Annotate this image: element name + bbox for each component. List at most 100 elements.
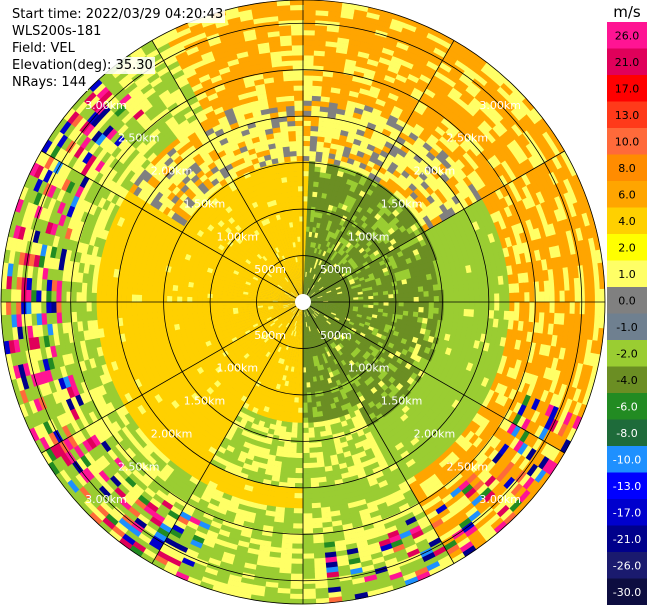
- ppi-cell: [445, 128, 457, 140]
- ppi-cell: [358, 255, 366, 262]
- ppi-cell: [371, 107, 383, 117]
- ppi-cell: [423, 307, 430, 314]
- ppi-cell: [335, 246, 341, 253]
- ppi-cell: [310, 492, 321, 499]
- ppi-cell: [315, 275, 320, 281]
- ppi-cell: [307, 201, 313, 207]
- ppi-cell: [340, 83, 352, 91]
- ppi-cell: [313, 55, 326, 62]
- ppi-cell: [303, 180, 309, 187]
- ppi-cell: [428, 307, 435, 314]
- ppi-cell: [287, 472, 296, 479]
- ppi-cell: [317, 186, 324, 194]
- ppi-cell: [329, 199, 336, 207]
- ppi-cell: [313, 286, 318, 292]
- ppi-cell: [393, 140, 404, 150]
- ppi-cell: [430, 191, 440, 202]
- ppi-cell: [283, 512, 294, 519]
- ppi-cell: [320, 91, 332, 98]
- ppi-cell: [544, 291, 550, 303]
- ppi-cell: [306, 271, 309, 278]
- ppi-cell: [318, 285, 324, 290]
- ppi-cell: [461, 165, 472, 177]
- ppi-cell: [291, 543, 303, 549]
- ppi-cell: [307, 277, 310, 283]
- ppi-cell: [579, 302, 586, 316]
- ppi-cell: [306, 282, 310, 288]
- ppi-cell: [340, 244, 347, 251]
- ppi-cell: [435, 139, 447, 151]
- ppi-cell: [320, 272, 325, 279]
- ppi-cell: [478, 302, 485, 311]
- ppi-cell: [432, 284, 439, 292]
- ppi-cell: [311, 257, 315, 264]
- ppi-cell: [309, 277, 312, 284]
- ppi-cell: [306, 266, 310, 273]
- ppi-cell: [343, 260, 350, 267]
- ppi-cell: [317, 243, 322, 250]
- ppi-cell: [438, 85, 452, 97]
- ppi-cell: [443, 53, 459, 65]
- ppi-cell: [423, 291, 430, 298]
- ppi-cell: [503, 283, 510, 294]
- ppi-cell: [434, 166, 445, 177]
- ppi-cell: [302, 488, 312, 494]
- ppi-cell: [310, 291, 315, 296]
- ppi-cell: [313, 426, 321, 433]
- ppi-cell: [426, 32, 442, 44]
- ppi-cell: [337, 37, 351, 45]
- ppi-cell: [473, 141, 485, 154]
- ppi-cell: [314, 288, 320, 293]
- ppi-cell: [310, 262, 314, 268]
- ppi-cell: [327, 107, 338, 114]
- ppi-cell: [564, 290, 571, 303]
- ppi-cell: [342, 172, 351, 180]
- ppi-cell: [289, 583, 303, 590]
- ppi-cell: [383, 42, 397, 52]
- ppi-cell: [419, 159, 430, 169]
- ppi-cell: [503, 79, 518, 93]
- ppi-cell: [294, 477, 303, 484]
- ppi-cell: [356, 261, 363, 268]
- ppi-cell: [359, 41, 374, 50]
- ppi-cell: [304, 256, 308, 262]
- ppi-cell: [360, 250, 368, 257]
- ppi-cell: [303, 140, 311, 147]
- ppi-cell: [309, 290, 314, 295]
- ppi-cell: [329, 275, 336, 281]
- ppi-cell: [514, 302, 520, 313]
- ppi-cell: [320, 249, 325, 256]
- ppi-cell: [415, 175, 425, 185]
- ppi-cell: [483, 101, 497, 115]
- ppi-cell: [474, 93, 488, 106]
- ppi-cell: [438, 61, 453, 74]
- ppi-cell: [415, 55, 430, 66]
- ppi-cell: [329, 178, 337, 186]
- ppi-cell: [543, 280, 550, 293]
- ppi-cell: [311, 196, 318, 203]
- ppi-cell: [432, 179, 443, 190]
- ppi-cell: [503, 130, 516, 144]
- ppi-cell: [457, 169, 468, 180]
- ppi-cell: [328, 253, 334, 260]
- ppi-cell: [337, 230, 344, 237]
- ppi-cell: [456, 98, 469, 110]
- ppi-cell: [316, 264, 321, 271]
- ppi-cell: [401, 169, 411, 179]
- ppi-cell: [310, 386, 315, 393]
- ppi-cell: [458, 155, 470, 167]
- ppi-cell: [308, 427, 315, 434]
- ppi-cell: [337, 32, 352, 40]
- ppi-cell: [305, 281, 308, 288]
- ppi-cell: [303, 256, 306, 262]
- ppi-cell: [302, 493, 312, 499]
- ppi-cell: [420, 180, 430, 191]
- ppi-cell: [435, 107, 448, 119]
- ppi-cell: [406, 118, 418, 129]
- ppi-cell: [302, 472, 311, 479]
- ppi-cell: [301, 588, 316, 595]
- ppi-cell: [498, 310, 505, 321]
- ppi-cell: [321, 86, 333, 93]
- ppi-cell: [549, 302, 555, 314]
